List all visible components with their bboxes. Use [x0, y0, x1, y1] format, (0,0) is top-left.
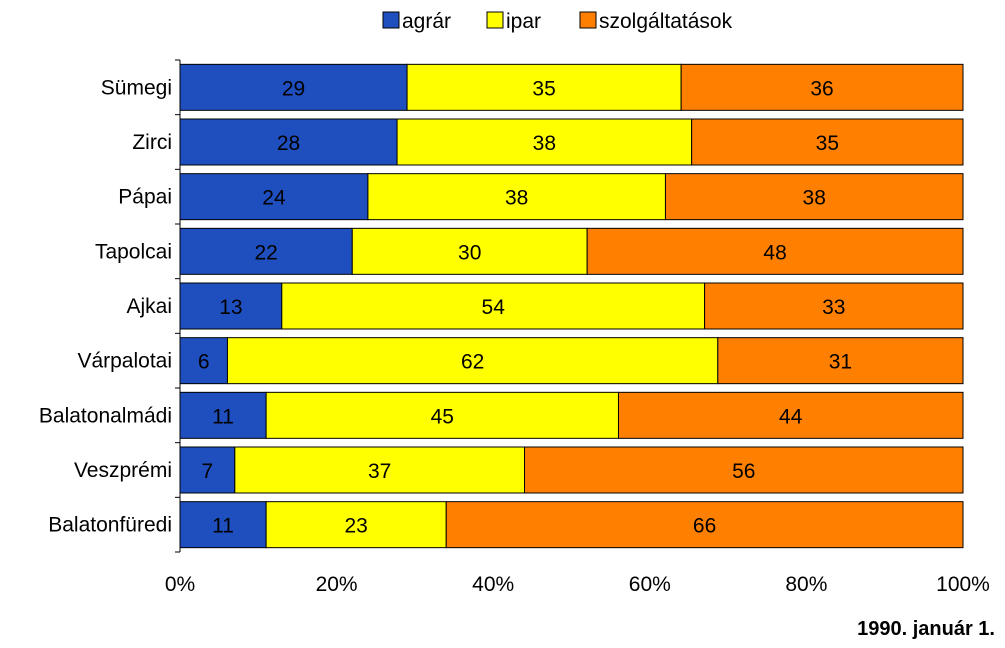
bar-2-8 [445, 501, 964, 549]
data-label-1-2: 38 [505, 187, 528, 210]
legend-swatch-0 [382, 11, 400, 29]
bar-2-4 [704, 282, 964, 330]
bar-1-2 [367, 173, 666, 221]
data-label-2-0: 36 [810, 77, 833, 100]
bar-0-3 [179, 227, 353, 275]
bar-1-5 [226, 337, 719, 385]
bar-0-6 [179, 391, 267, 439]
data-label-1-8: 23 [344, 515, 367, 538]
bar-0-0 [179, 63, 408, 111]
x-axis: 0% 20% 40% 60% 80% 100% [165, 59, 990, 596]
bar-0-7 [179, 446, 236, 494]
data-label-2-1: 35 [816, 132, 839, 155]
bar-0-4 [179, 282, 283, 330]
category-label-5: Várpalotai [77, 350, 172, 373]
data-label-2-6: 44 [779, 405, 803, 428]
data-label-0-3: 22 [254, 241, 277, 264]
x-tick-label-1: 20% [316, 573, 358, 596]
data-label-1-0: 35 [532, 77, 555, 100]
legend-swatch-1 [486, 11, 504, 29]
data-label-0-8: 11 [212, 515, 234, 538]
bar-1-6 [265, 391, 619, 439]
data-label-2-7: 56 [732, 460, 755, 483]
data-label-0-4: 13 [219, 296, 242, 319]
bar-2-5 [717, 337, 964, 385]
bar-1-0 [406, 63, 682, 111]
category-label-0: Sümegi [101, 76, 172, 99]
category-label-6: Balatonalmádi [39, 404, 172, 427]
bar-2-1 [691, 118, 964, 166]
legend-label-0: agrár [402, 10, 451, 33]
data-label-1-1: 38 [533, 132, 556, 155]
data-label-0-2: 24 [262, 187, 286, 210]
category-label-8: Balatonfüredi [48, 514, 172, 537]
x-tick-label-4: 80% [785, 573, 827, 596]
bars: 29 35 36 28 38 35 24 38 38 22 30 48 13 54 33 6 62 31 11 45 4… [179, 63, 964, 549]
x-tick-label-2: 40% [472, 573, 514, 596]
bar-1-4 [281, 282, 706, 330]
category-label-7: Veszprémi [74, 459, 172, 482]
category-label-1: Zirci [132, 131, 172, 154]
data-label-0-1: 28 [277, 132, 300, 155]
data-label-1-6: 45 [431, 405, 454, 428]
x-tick-label-5: 100% [936, 573, 990, 596]
data-label-2-4: 33 [822, 296, 845, 319]
data-label-1-5: 62 [461, 351, 484, 374]
bar-0-1 [179, 118, 398, 166]
data-label-0-7: 7 [202, 460, 214, 483]
category-label-3: Tapolcai [95, 240, 172, 263]
data-label-2-5: 31 [829, 351, 852, 374]
data-label-2-8: 66 [693, 515, 716, 538]
legend-swatch-2 [579, 11, 597, 29]
bar-1-7 [234, 446, 526, 494]
x-tick-label-3: 60% [629, 573, 671, 596]
category-label-4: Ajkai [126, 295, 172, 318]
bar-0-2 [179, 173, 369, 221]
bar-2-7 [524, 446, 964, 494]
legend-label-2: szolgáltatások [599, 10, 733, 33]
bar-1-1 [396, 118, 693, 166]
bar-2-3 [586, 227, 964, 275]
data-label-1-4: 54 [482, 296, 506, 319]
data-label-1-7: 37 [368, 460, 391, 483]
legend: agrár ipar szolgáltatások [382, 10, 733, 33]
date-note: 1990. január 1. [857, 618, 995, 640]
bar-2-2 [664, 173, 964, 221]
legend-label-1: ipar [506, 10, 541, 33]
data-label-2-2: 38 [803, 187, 826, 210]
x-tick-label-0: 0% [165, 573, 195, 596]
category-labels: Sümegi Zirci Pápai Tapolcai Ajkai Várpalotai B… [39, 76, 172, 536]
data-label-0-5: 6 [198, 351, 210, 374]
data-label-0-6: 11 [212, 405, 234, 428]
bar-2-0 [680, 63, 964, 111]
data-label-0-0: 29 [282, 77, 305, 100]
category-label-2: Pápai [118, 186, 172, 209]
data-label-2-3: 48 [763, 241, 786, 264]
bar-2-6 [617, 391, 964, 439]
data-label-1-3: 30 [458, 241, 481, 264]
bar-0-8 [179, 501, 267, 549]
